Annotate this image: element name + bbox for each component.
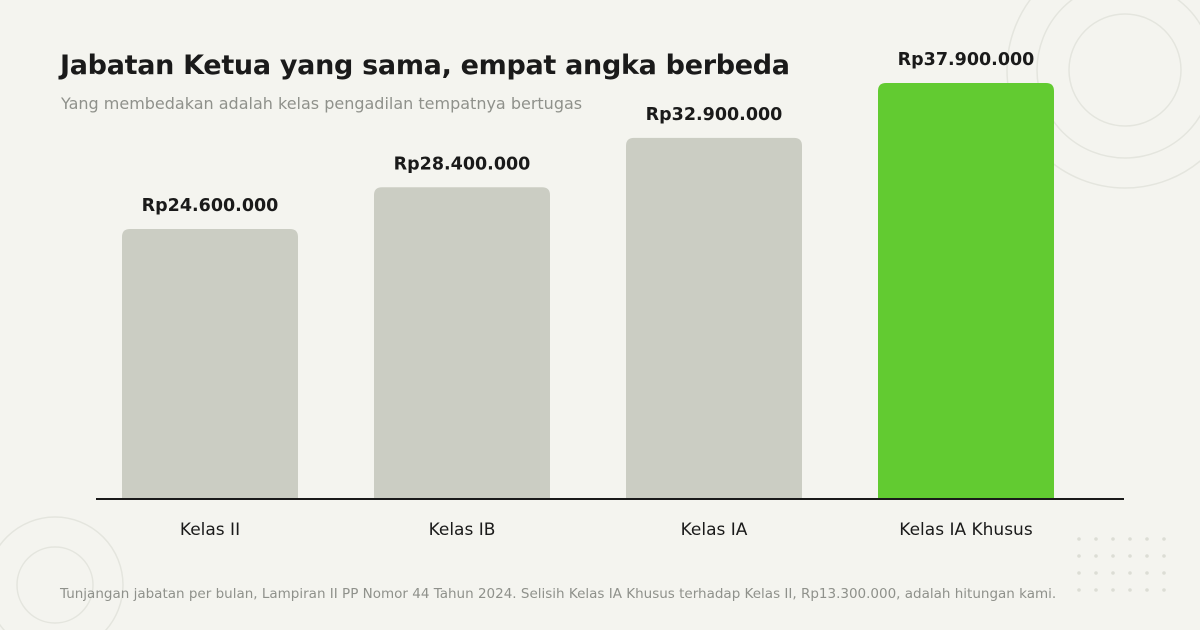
value-label-kelas-ib: Rp28.400.000 bbox=[394, 154, 531, 174]
value-labels-group: Rp24.600.000 Rp28.400.000 Rp32.900.000 Rp37… bbox=[142, 50, 1035, 216]
source-footnote: Tunjangan jabatan per bulan, Lampiran II… bbox=[60, 586, 1057, 602]
bar-kelas-ia bbox=[626, 137, 802, 500]
category-label-kelas-ib: Kelas IB bbox=[429, 520, 496, 540]
value-label-kelas-ii: Rp24.600.000 bbox=[142, 196, 279, 216]
value-label-kelas-ia-khusus: Rp37.900.000 bbox=[898, 50, 1035, 70]
category-label-kelas-ia: Kelas IA bbox=[681, 520, 748, 540]
bars-group bbox=[122, 83, 1054, 500]
bar-kelas-ib bbox=[374, 187, 550, 499]
bar-kelas-ii bbox=[122, 229, 298, 499]
value-label-kelas-ia: Rp32.900.000 bbox=[646, 105, 783, 125]
chart-subtitle: Yang membedakan adalah kelas pengadilan … bbox=[61, 94, 583, 113]
category-label-kelas-ii: Kelas II bbox=[180, 520, 240, 540]
category-label-kelas-ia-khusus: Kelas IA Khusus bbox=[899, 520, 1033, 540]
category-labels-group: Kelas II Kelas IB Kelas IA Kelas IA Khusus bbox=[180, 520, 1033, 540]
chart-title: Jabatan Ketua yang sama, empat angka ber… bbox=[60, 50, 790, 81]
bar-kelas-ia-khusus bbox=[878, 83, 1054, 500]
